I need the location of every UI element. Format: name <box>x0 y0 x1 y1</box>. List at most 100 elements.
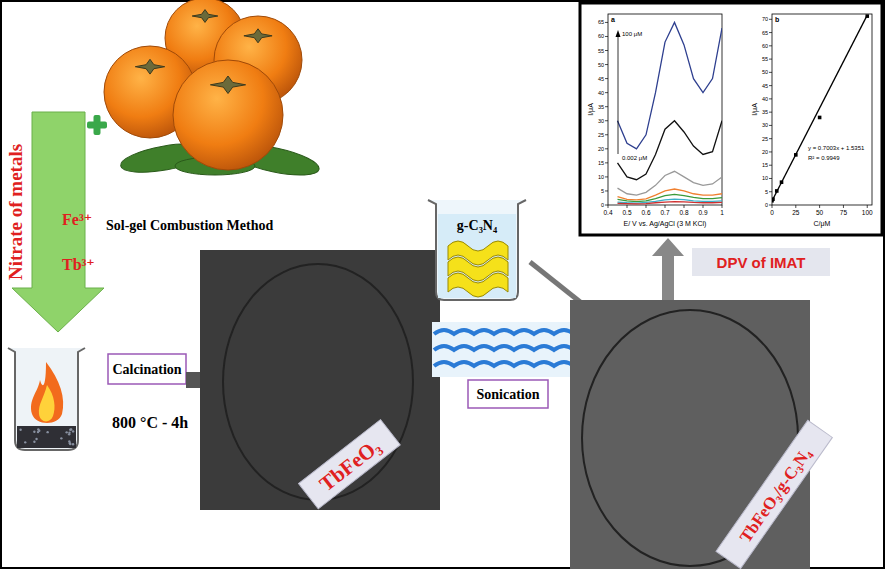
product-label: TbFeO₃ <box>299 420 401 509</box>
residue <box>72 430 74 432</box>
x-axis-label: C/μM <box>814 220 831 228</box>
residue <box>24 441 26 443</box>
y-tick-label: 25 <box>762 136 768 142</box>
y-tick-label: 20 <box>762 149 768 155</box>
plus-sign <box>94 115 101 135</box>
label: 800 °C - 4h <box>112 414 188 431</box>
y-tick <box>769 98 772 99</box>
label: Sonication <box>476 387 539 402</box>
y-tick-label: 55 <box>762 56 768 62</box>
y-axis-label: I/μA <box>751 103 759 116</box>
y-tick <box>769 112 772 113</box>
sem-border <box>223 264 413 500</box>
plot-frame <box>772 14 872 205</box>
y-tick-label: 25 <box>598 132 604 138</box>
persimmon <box>173 60 283 170</box>
y-tick-label: 50 <box>762 69 768 75</box>
step-box <box>108 354 186 384</box>
residue <box>17 426 76 448</box>
y-tick-label: 30 <box>598 118 604 124</box>
product-label: TbFeO₃/g-C₃N₄ <box>716 420 832 568</box>
series-line <box>618 22 723 148</box>
arrow <box>652 238 684 300</box>
label: TbFeO₃ <box>315 434 385 496</box>
calyx <box>135 59 164 74</box>
label-box <box>716 420 832 568</box>
x-tick <box>646 205 647 208</box>
wave <box>434 362 574 366</box>
x-tick <box>843 205 844 208</box>
label-box <box>692 248 830 276</box>
y-tick-label: 5 <box>601 188 604 194</box>
wave <box>434 346 574 350</box>
y-tick <box>605 36 608 37</box>
canvas: Nitrate of metalsFe³⁺Tb³⁺Sol-gel Combust… <box>0 0 885 569</box>
y-tick <box>769 138 772 139</box>
x-tick <box>684 205 685 208</box>
sheet <box>448 273 508 297</box>
residue <box>19 429 21 431</box>
flame <box>31 362 63 423</box>
y-tick-label: 0 <box>765 202 768 208</box>
x-tick <box>722 205 723 208</box>
label: Tb³⁺ <box>62 256 95 273</box>
beaker <box>428 200 526 300</box>
y-tick-label: 60 <box>762 43 768 49</box>
residue <box>69 442 71 444</box>
x-tick <box>703 205 704 208</box>
residue <box>68 433 70 435</box>
wave <box>434 330 574 334</box>
calyx <box>244 29 272 43</box>
y-tick-label: 15 <box>762 162 768 168</box>
residue <box>46 431 48 433</box>
residue <box>33 440 35 442</box>
x-tick-label: 100 <box>862 209 873 216</box>
plot-marks <box>618 22 723 203</box>
y-tick <box>605 148 608 149</box>
y-tick <box>605 134 608 135</box>
x-tick-label: 0.5 <box>622 209 631 216</box>
x-tick-label: 1 <box>720 209 724 216</box>
calyx <box>192 10 218 23</box>
label-box <box>299 420 401 509</box>
series-line <box>618 171 723 195</box>
y-tick <box>605 205 608 206</box>
y-tick <box>769 165 772 166</box>
y-tick-label: 35 <box>598 104 604 110</box>
y-tick-label: 40 <box>598 90 604 96</box>
residue <box>38 429 40 431</box>
sem-background <box>570 300 810 569</box>
step-box <box>468 380 548 408</box>
y-tick <box>769 191 772 192</box>
y-tick <box>769 59 772 60</box>
x-tick <box>608 205 609 208</box>
y-tick-label: 55 <box>598 48 604 54</box>
residue <box>60 437 62 439</box>
y-tick-label: 5 <box>765 189 768 195</box>
y-tick-label: 65 <box>762 30 768 36</box>
x-tick-label: 25 <box>792 209 800 216</box>
x-tick-label: 0.7 <box>660 209 669 216</box>
x-axis-label: E/ V vs. Ag/AgCl (3 M KCl) <box>624 220 707 228</box>
y-tick-label: 50 <box>598 62 604 68</box>
residue <box>35 438 37 440</box>
y-tick-label: 10 <box>598 174 604 180</box>
annotation: y = 0.7003x + 1.5351 <box>808 145 865 151</box>
inset-frame <box>580 3 882 235</box>
y-tick <box>605 176 608 177</box>
annotation: 100 μM <box>622 31 642 37</box>
y-tick <box>769 85 772 86</box>
series-line <box>618 194 723 201</box>
x-tick-label: 0.4 <box>603 209 612 216</box>
y-tick-label: 45 <box>598 76 604 82</box>
label: TbFeO₃/g-C₃N₄ <box>736 445 815 547</box>
y-tick <box>605 162 608 163</box>
y-tick-label: 60 <box>598 33 604 39</box>
x-tick <box>795 205 796 208</box>
annotation-arrow <box>618 36 619 154</box>
y-tick <box>769 45 772 46</box>
calyx <box>210 76 245 94</box>
x-tick-label: 0 <box>770 209 774 216</box>
residue <box>69 443 71 445</box>
plot-marks <box>772 14 869 202</box>
